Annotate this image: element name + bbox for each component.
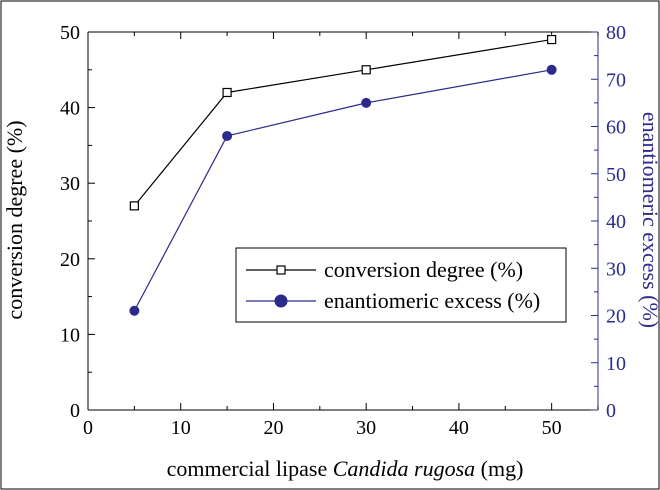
y2-tick-label: 80	[606, 22, 626, 44]
y-tick-label: 40	[60, 98, 80, 120]
y2-tick-label: 60	[606, 117, 626, 139]
axes-layer: 0 10 20 30 40 50 0 10 20 30 40 50 0 10 20 30 40 50 60 70 80	[60, 22, 626, 439]
y2-tick-label: 20	[606, 306, 626, 328]
series-1-point	[222, 130, 233, 141]
x-tick-label: 40	[449, 417, 469, 439]
legend: conversion degree (%) enantiomeric excess…	[235, 247, 567, 323]
legend-marker-1	[274, 294, 288, 308]
x-axis-title-part-2: (mg)	[475, 456, 523, 481]
y-tick-label: 20	[60, 249, 80, 271]
y2-tick-label: 70	[606, 69, 626, 91]
y2-tick-label: 40	[606, 211, 626, 233]
y2-tick-label: 0	[606, 400, 616, 422]
y2-axis-title: enantiomeric excess (%)	[638, 112, 660, 328]
legend-marker-0	[276, 265, 286, 275]
y2-tick-label: 50	[606, 164, 626, 186]
y-tick-label: 10	[60, 324, 80, 346]
legend-box	[235, 247, 567, 323]
series-1-point	[546, 64, 557, 75]
series-0-point	[222, 87, 232, 98]
x-tick-label: 30	[356, 417, 376, 439]
series-1-point	[129, 305, 140, 316]
series-0-point	[129, 201, 139, 211]
x-tick-label: 20	[263, 417, 283, 439]
y2-tick-label: 10	[606, 353, 626, 375]
x-axis-title-part-0: commercial lipase	[167, 456, 333, 481]
series-0-point	[361, 65, 371, 75]
y-tick-label: 50	[60, 22, 80, 44]
y-tick-label: 30	[60, 173, 80, 195]
legend-label-0: conversion degree (%)	[324, 257, 523, 282]
legend-label-1: enantiomeric excess (%)	[324, 288, 540, 313]
series-1-point	[361, 97, 372, 108]
x-tick-label: 10	[171, 417, 191, 439]
series-layer	[129, 34, 557, 316]
y-tick-label: 0	[70, 400, 80, 422]
x-tick-label: 50	[542, 417, 562, 439]
series-line-1	[133, 69, 552, 312]
series-line-0	[133, 38, 552, 207]
y2-tick-label: 30	[606, 258, 626, 280]
series-0-point	[547, 34, 557, 45]
y-axis-title: conversion degree (%)	[2, 120, 27, 319]
x-tick-label: 0	[83, 417, 93, 439]
x-axis-title-part-1: Candida rugosa	[333, 456, 475, 481]
x-axis-title: commercial lipase Candida rugosa (mg)	[167, 456, 524, 481]
